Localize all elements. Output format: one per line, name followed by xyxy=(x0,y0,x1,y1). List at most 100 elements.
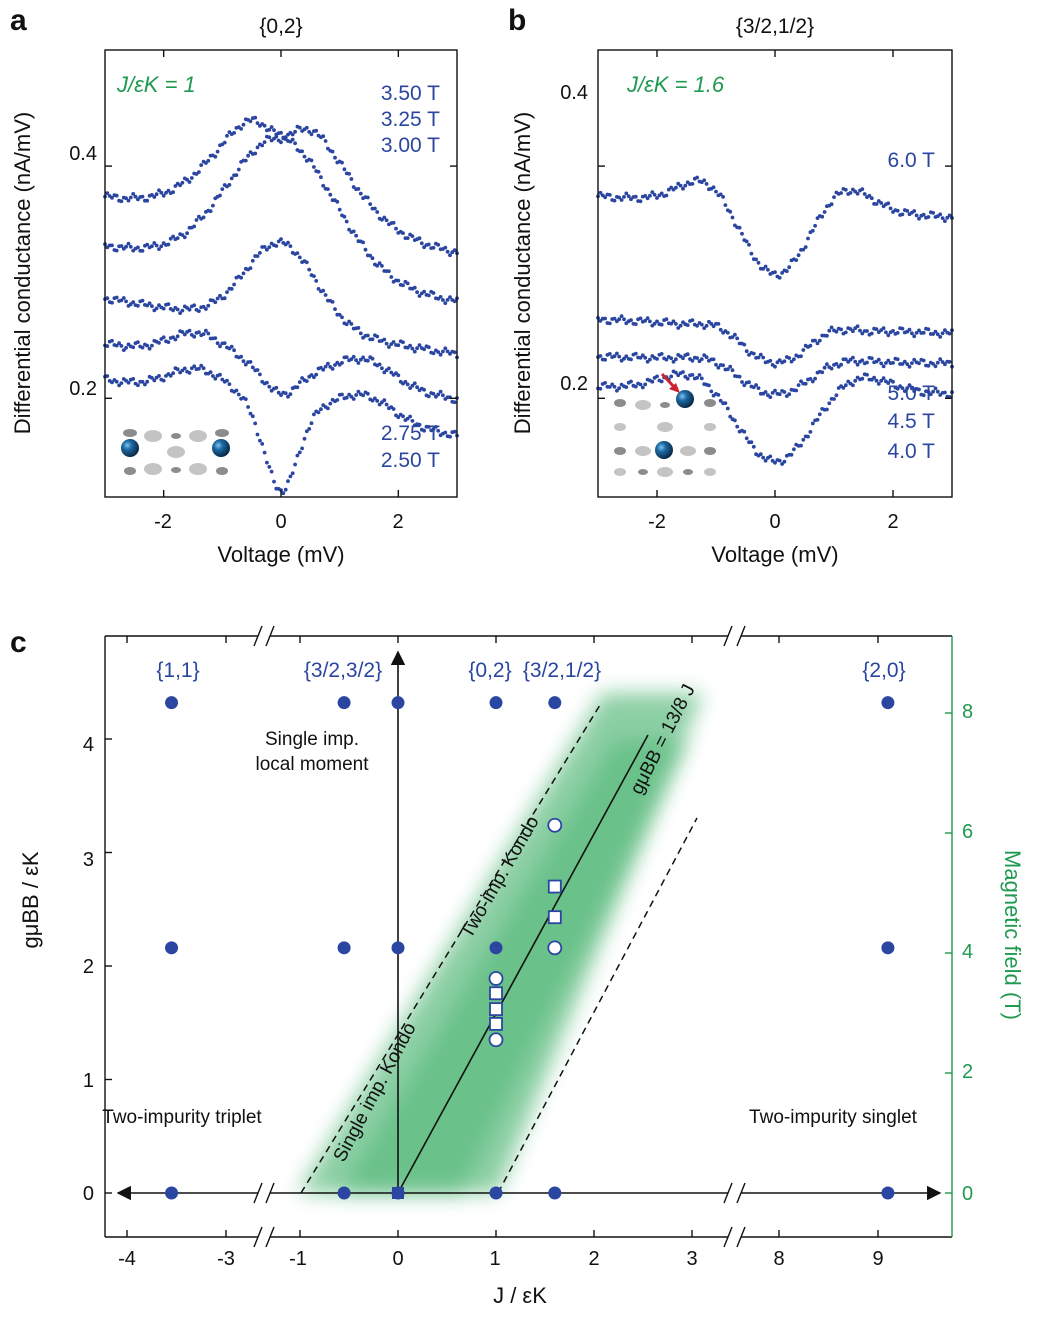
data-point xyxy=(375,263,380,268)
data-point xyxy=(128,195,133,200)
data-point xyxy=(695,175,699,180)
data-point xyxy=(307,130,312,134)
data-point xyxy=(131,377,136,381)
panel-c-xtick: 0 xyxy=(392,1248,403,1270)
data-point xyxy=(307,427,312,431)
data-point xyxy=(938,212,943,217)
data-point xyxy=(690,358,695,363)
data-point xyxy=(365,195,370,200)
cobalt-atom-icon xyxy=(655,441,673,459)
data-point xyxy=(931,389,935,394)
data-point xyxy=(124,345,128,350)
data-point xyxy=(279,237,283,242)
data-point xyxy=(145,343,150,348)
data-point xyxy=(704,355,709,360)
data-point xyxy=(114,193,119,198)
panel-b-title: {3/2,1/2} xyxy=(736,15,814,38)
data-point xyxy=(737,374,742,379)
data-point xyxy=(267,135,272,140)
data-point xyxy=(131,300,136,304)
panel-b-ratio-label: J/εK = 1.6 xyxy=(626,72,725,97)
data-point xyxy=(213,300,218,305)
data-point xyxy=(648,319,652,324)
data-point xyxy=(678,183,683,188)
data-point xyxy=(761,455,766,460)
data-point xyxy=(643,382,648,387)
data-point xyxy=(912,334,917,339)
data-point xyxy=(201,332,206,336)
data-point xyxy=(182,235,187,240)
panel-b-xlabel: Voltage (mV) xyxy=(711,542,838,567)
data-point xyxy=(671,319,676,324)
data-point xyxy=(171,371,176,376)
data-point xyxy=(716,322,721,326)
data-point xyxy=(629,197,633,202)
data-point xyxy=(803,245,808,250)
data-point xyxy=(709,321,714,326)
data-point xyxy=(154,306,159,311)
data-point xyxy=(396,373,401,378)
data-point xyxy=(143,382,147,387)
data-point xyxy=(220,187,225,192)
data-point xyxy=(387,345,391,349)
panel-a-title: {0,2} xyxy=(259,15,302,38)
panel-c-points xyxy=(165,696,895,1200)
data-point xyxy=(321,134,326,139)
data-point xyxy=(243,362,248,367)
data-point xyxy=(171,234,176,239)
data-point xyxy=(377,362,382,367)
data-point xyxy=(215,296,220,301)
data-point xyxy=(401,231,405,236)
data-point xyxy=(659,191,664,196)
data-point xyxy=(236,392,241,397)
panel-c-y2tick: 2 xyxy=(962,1061,973,1083)
data-point xyxy=(375,399,380,403)
data-point xyxy=(422,428,426,433)
data-point xyxy=(126,198,131,203)
data-point xyxy=(297,380,302,384)
data-point xyxy=(648,357,652,362)
data-point xyxy=(422,289,426,294)
data-point xyxy=(236,167,241,172)
data-point xyxy=(910,361,914,365)
data-point xyxy=(902,389,907,393)
data-point xyxy=(681,370,685,374)
data-point xyxy=(638,199,643,204)
data-point xyxy=(415,346,419,351)
data-point xyxy=(358,191,363,196)
data-point xyxy=(808,343,813,348)
data-point xyxy=(886,201,891,206)
data-point xyxy=(895,386,900,391)
data-point xyxy=(622,356,626,361)
data-point xyxy=(869,356,874,361)
data-point xyxy=(879,201,884,205)
data-point xyxy=(645,316,650,321)
data-point xyxy=(161,306,166,311)
data-point xyxy=(415,290,419,295)
data-point xyxy=(218,372,222,377)
data-point xyxy=(253,115,258,120)
data-point xyxy=(159,244,164,249)
data-point xyxy=(622,195,626,199)
data-point xyxy=(803,381,808,386)
data-point xyxy=(718,398,723,403)
data-point xyxy=(323,139,328,143)
data-point xyxy=(725,406,730,411)
data-point xyxy=(321,183,326,188)
data-point xyxy=(412,285,417,290)
data-point xyxy=(279,140,283,145)
data-point xyxy=(718,327,723,332)
data-point xyxy=(114,248,119,253)
data-point xyxy=(199,163,204,168)
data-point xyxy=(612,354,617,359)
panel-a-xtick-0: 0 xyxy=(275,511,286,533)
data-point xyxy=(218,193,222,198)
data-point xyxy=(136,197,140,202)
data-point xyxy=(260,442,265,446)
data-point xyxy=(843,330,848,335)
data-point xyxy=(669,356,674,361)
data-point xyxy=(825,362,829,367)
data-point xyxy=(403,379,408,384)
data-point xyxy=(884,361,888,365)
data-point xyxy=(907,327,912,332)
